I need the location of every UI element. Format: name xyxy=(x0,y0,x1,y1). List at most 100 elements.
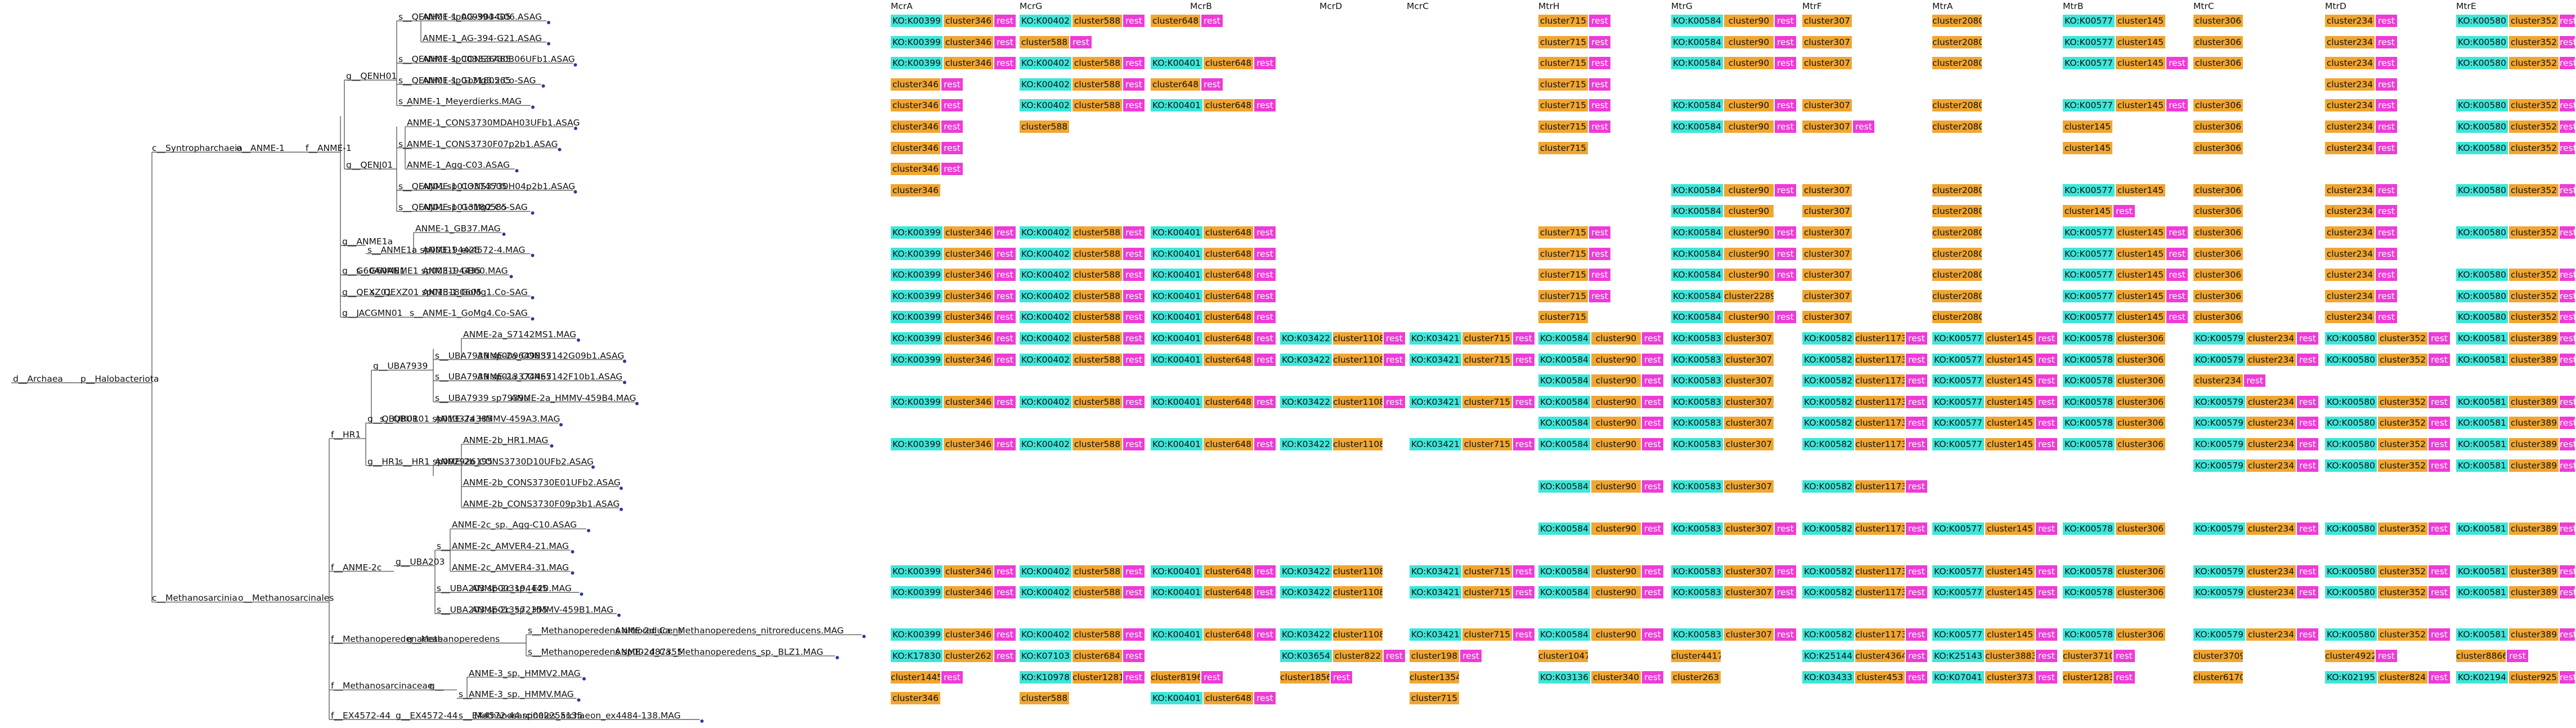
rest-cell: rest xyxy=(1775,184,1796,196)
cluster-cell: cluster306 xyxy=(2116,374,2165,387)
species-label: s__ xyxy=(459,689,472,700)
ko-cell: KO:K00582 xyxy=(1802,438,1854,450)
genome-label: ANME-1_GB60.MAG xyxy=(423,266,508,276)
cluster-cell: cluster234 xyxy=(2246,353,2296,366)
cluster-cell: cluster90 xyxy=(1724,311,1774,324)
cluster-cell: cluster234 xyxy=(2325,35,2375,48)
cluster-cell: cluster648 xyxy=(1204,395,1253,408)
ko-cell: KO:K00583 xyxy=(1671,417,1723,430)
species-label: s__ xyxy=(410,308,423,319)
genome-label: ANME-1_ex4572-4.MAG xyxy=(423,244,526,255)
ko-cell: KO:K00578 xyxy=(2063,417,2115,430)
rest-cell: rest xyxy=(1123,247,1145,260)
cluster-cell: cluster453 xyxy=(1855,671,1905,684)
cluster-cell: cluster307 xyxy=(1724,480,1774,493)
column-header: McrC xyxy=(1407,1,1429,11)
cluster-cell: cluster684 xyxy=(1072,650,1122,662)
rest-cell: rest xyxy=(1906,650,1927,662)
ko-cell: KO:K00584 xyxy=(1671,57,1723,70)
ko-cell: KO:K00402 xyxy=(1020,565,1071,578)
rest-cell: rest xyxy=(2036,522,2057,535)
genome-label: ANME-2a_HMMV-459B4.MAG xyxy=(511,392,636,403)
leaf-marker xyxy=(531,211,535,215)
cluster-cell: cluster90 xyxy=(1591,628,1641,641)
ko-cell: KO:K00401 xyxy=(1151,226,1202,239)
rest-cell: rest xyxy=(2036,353,2057,366)
cluster-cell: cluster307 xyxy=(1802,269,1852,282)
ko-cell: KO:K00401 xyxy=(1151,395,1202,408)
cluster-cell: cluster715 xyxy=(1538,99,1588,112)
cluster-cell: cluster588 xyxy=(1072,628,1122,641)
cluster-cell: cluster234 xyxy=(2246,395,2296,408)
cluster-cell: cluster145 xyxy=(1985,586,2035,599)
column-header: McrG xyxy=(1020,1,1043,11)
cluster-cell: cluster307 xyxy=(1724,332,1774,345)
genome-label: ANME-2a_CONS7142G09b1.ASAG xyxy=(477,350,625,361)
leaf-marker xyxy=(509,275,513,279)
ko-cell: KO:K00577 xyxy=(2063,289,2115,302)
genome-label: ANME-1_GoMg2.Co-SAG xyxy=(423,202,528,213)
cluster-cell: cluster307 xyxy=(1724,417,1774,430)
cluster-cell: cluster1173 xyxy=(1855,332,1905,345)
cluster-cell: cluster715 xyxy=(1538,269,1588,282)
ko-cell: KO:K00579 xyxy=(2193,565,2245,578)
cluster-cell: cluster145 xyxy=(1985,565,2035,578)
rest-cell: rest xyxy=(1642,586,1663,599)
genome-label: ANME-3_sp._HMMV.MAG xyxy=(469,689,574,700)
genome-label: ANME-1_CONS3730H04p2b1.ASAG xyxy=(423,181,576,191)
family-label: f__HR1 xyxy=(331,430,361,440)
rest-cell: rest xyxy=(1589,35,1610,48)
rest-cell: rest xyxy=(941,78,963,91)
cluster-cell: cluster715 xyxy=(1462,332,1512,345)
ko-cell: KO:K00583 xyxy=(1671,353,1723,366)
ko-cell: KO:K00584 xyxy=(1538,522,1590,535)
cluster-cell: cluster648 xyxy=(1204,289,1253,302)
column-header: McrA xyxy=(891,1,913,11)
rest-cell: rest xyxy=(1906,438,1927,450)
genome-label: ANME-1_Meyerdierks.MAG xyxy=(407,96,522,107)
leaf-marker xyxy=(620,507,623,511)
cluster-cell: cluster925 xyxy=(2509,671,2559,684)
column-header: McrB xyxy=(1190,1,1212,11)
leaf-marker xyxy=(574,127,577,130)
species-label: s__QENH01 sp013180565 xyxy=(398,75,511,86)
ko-cell: KO:K00402 xyxy=(1020,226,1071,239)
ko-cell: KO:K00399 xyxy=(891,311,943,324)
genome-label: ANME-2b_HR1.MAG xyxy=(463,435,549,445)
rest-cell: rest xyxy=(1254,57,1276,70)
cluster-cell: cluster307 xyxy=(1802,99,1852,112)
rest-cell: rest xyxy=(2376,15,2397,27)
cluster-cell: cluster648 xyxy=(1204,628,1253,641)
genome-label: ANME-2c_AMVER4-21.MAG xyxy=(452,541,569,551)
rest-cell: rest xyxy=(1384,332,1405,345)
ko-cell: KO:K00577 xyxy=(1932,374,1984,387)
cluster-cell: cluster234 xyxy=(2193,374,2243,387)
rest-cell: rest xyxy=(2166,247,2188,260)
cluster-cell: cluster3709 xyxy=(2193,650,2243,662)
cluster-cell: cluster2080 xyxy=(1932,311,1982,324)
cluster-cell: cluster346 xyxy=(944,226,993,239)
cluster-cell: cluster2080 xyxy=(1932,120,1982,133)
cluster-cell: cluster90 xyxy=(1591,374,1641,387)
ko-cell: KO:K00402 xyxy=(1020,586,1071,599)
rest-cell: rest xyxy=(994,650,1016,662)
cluster-cell: cluster145 xyxy=(2116,226,2165,239)
ko-cell: KO:K00584 xyxy=(1538,565,1590,578)
cluster-cell: cluster648 xyxy=(1204,311,1253,324)
cluster-cell: cluster389 xyxy=(2509,459,2559,472)
cluster-cell: cluster1173 xyxy=(1855,522,1905,535)
rest-cell: rest xyxy=(1906,417,1927,430)
ko-cell: KO:K00584 xyxy=(1671,311,1723,324)
cluster-cell: cluster648 xyxy=(1204,438,1253,450)
ko-cell: KO:K00401 xyxy=(1151,289,1202,302)
rest-cell: rest xyxy=(2376,269,2397,282)
ko-cell: KO:K00581 xyxy=(2456,417,2508,430)
cluster-cell: cluster346 xyxy=(944,438,993,450)
cluster-cell: cluster352 xyxy=(2378,459,2427,472)
ko-cell: KO:K17830 xyxy=(891,650,943,662)
rest-cell: rest xyxy=(2297,332,2318,345)
cluster-cell: cluster588 xyxy=(1072,311,1122,324)
rest-cell: rest xyxy=(2507,650,2528,662)
genus-label: g__QENJ01 xyxy=(346,160,393,171)
rest-cell: rest xyxy=(941,120,963,133)
